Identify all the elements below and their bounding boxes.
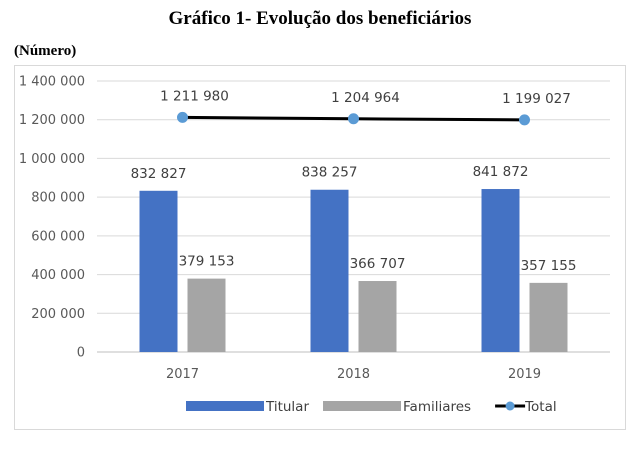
y-tick-label: 400 000 — [31, 268, 85, 283]
total-marker — [177, 111, 188, 123]
bar-data-label: 366 707 — [350, 256, 406, 272]
y-tick-label: 800 000 — [31, 191, 85, 206]
bar-data-label: 838 257 — [302, 165, 358, 181]
bar-data-label: 379 153 — [179, 254, 235, 270]
y-tick-label: 600 000 — [31, 229, 85, 244]
y-tick-label: 1 000 000 — [19, 152, 85, 167]
legend-marker — [505, 401, 515, 411]
unit-label: (Número) — [14, 43, 77, 59]
bar-familiares — [358, 281, 397, 352]
legend-label: Titular — [265, 399, 309, 415]
x-tick-label: 2017 — [166, 367, 199, 382]
chart-frame — [14, 65, 626, 430]
bar-data-label: 357 155 — [521, 258, 577, 274]
legend-swatch — [323, 401, 402, 411]
legend-swatch — [186, 401, 264, 411]
bar-titular — [139, 190, 178, 352]
y-tick-label: 0 — [77, 346, 85, 361]
y-tick-label: 200 000 — [31, 307, 85, 322]
x-tick-label: 2019 — [508, 367, 541, 382]
legend-label: Total — [524, 399, 557, 415]
line-data-label: 1 199 027 — [502, 91, 571, 107]
bar-familiares — [187, 278, 226, 352]
y-tick-label: 1 200 000 — [19, 113, 85, 128]
chart-title: Gráfico 1- Evolução dos beneficiários — [168, 8, 472, 29]
bar-data-label: 841 872 — [473, 164, 529, 180]
total-marker — [519, 114, 530, 126]
y-tick-label: 1 400 000 — [19, 75, 85, 90]
bar-titular — [310, 189, 349, 352]
line-data-label: 1 211 980 — [160, 88, 229, 104]
bar-titular — [481, 189, 520, 352]
bar-familiares — [529, 282, 568, 352]
x-tick-label: 2018 — [337, 367, 370, 382]
bar-data-label: 832 827 — [131, 166, 187, 182]
legend-label: Familiares — [403, 399, 471, 415]
total-marker — [348, 113, 359, 125]
line-data-label: 1 204 964 — [331, 90, 400, 106]
